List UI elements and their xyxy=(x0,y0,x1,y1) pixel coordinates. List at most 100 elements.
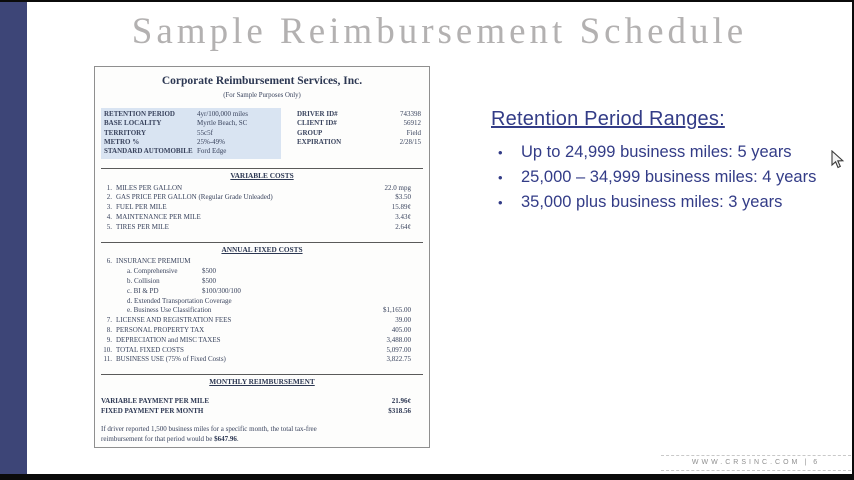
cost-row-number xyxy=(101,287,116,297)
profile-label: EXPIRATION xyxy=(297,137,342,146)
cost-row-value xyxy=(411,257,423,267)
payment-row: VARIABLE PAYMENT PER MILE 21.96¢ xyxy=(101,396,423,406)
doc-company-name: Corporate Reimbursement Services, Inc. xyxy=(161,75,363,87)
cost-row-number: 11. xyxy=(103,355,113,364)
variable-costs-section: VARIABLE COSTS 1. MILES PER GALLON 22.0 … xyxy=(101,167,423,233)
cost-row-number: 4. xyxy=(106,212,112,221)
payment-label: FIXED PAYMENT PER MONTH xyxy=(101,407,204,415)
profile-value: 2/28/15 xyxy=(399,137,421,146)
retention-bullet-list: • Up to 24,999 business miles: 5 years •… xyxy=(491,140,853,215)
cost-row-number xyxy=(101,306,116,316)
cost-row-number: 7. xyxy=(106,316,112,325)
doc-subtitle: (For Sample Purposes Only) xyxy=(223,91,301,99)
cost-row-number: 10. xyxy=(103,345,112,354)
annual-fixed-costs-rows: 6. INSURANCE PREMIUM a. Comprehensive $5… xyxy=(101,257,423,365)
cost-row: 2. GAS PRICE PER GALLON (Regular Grade U… xyxy=(101,193,423,203)
cost-row: 11. BUSINESS USE (75% of Fixed Costs) 3,… xyxy=(101,355,423,365)
footnote-text: If driver reported 1,500 business miles … xyxy=(101,425,317,443)
profile-label: STANDARD AUTOMOBILE xyxy=(104,147,193,156)
cost-row: e. Business Use Classification $1,165.00 xyxy=(101,306,423,316)
cost-row-value: 2.64¢ xyxy=(395,222,411,231)
profile-row: BASE LOCALITY Myrtle Beach, SC xyxy=(104,119,278,128)
cost-row-value: 3.43¢ xyxy=(395,212,411,221)
sample-document: Corporate Reimbursement Services, Inc. (… xyxy=(94,66,430,448)
cost-row-label: MAINTENANCE PER MILE xyxy=(116,212,201,221)
cost-row-label: TIRES PER MILE xyxy=(116,222,169,231)
cost-row: 3. FUEL PER MILE 15.89¢ xyxy=(101,203,423,213)
cost-row: b. Collision $500 xyxy=(101,277,423,287)
footnote-amount: $647.96 xyxy=(214,434,237,443)
profile-row: EXPIRATION 2/28/15 xyxy=(297,138,423,147)
cost-row-label: PERSONAL PROPERTY TAX xyxy=(116,325,205,334)
profile-value: 55c5f xyxy=(197,128,213,137)
cost-row-value: $3.50 xyxy=(395,193,411,202)
retention-panel-heading: Retention Period Ranges: xyxy=(491,108,725,130)
cost-row-number xyxy=(101,267,116,277)
cost-row-number: 2. xyxy=(106,193,112,202)
profile-row: TERRITORY 55c5f xyxy=(104,129,278,138)
cost-row-value: 39.00 xyxy=(395,316,411,325)
payment-value: 21.96¢ xyxy=(391,397,411,405)
cost-row-label: MILES PER GALLON xyxy=(116,183,183,192)
slide-border-bottom xyxy=(0,474,854,480)
bullet-item: • Up to 24,999 business miles: 5 years xyxy=(491,140,853,165)
monthly-reimbursement-section: MONTHLY REIMBURSEMENT VARIABLE PAYMENT P… xyxy=(101,374,423,444)
left-accent-bar xyxy=(0,2,27,474)
cost-row-sub-value xyxy=(184,346,387,356)
profile-label: CLIENT ID# xyxy=(297,119,337,128)
bullet-icon: • xyxy=(498,145,503,160)
footer-separator: | xyxy=(804,459,810,466)
cost-row-value: $1,165.00 xyxy=(383,306,411,315)
cost-row: 9. DEPRECIATION and MISC TAXES 3,488.00 xyxy=(101,336,423,346)
bullet-icon: • xyxy=(498,170,503,185)
cost-row-sub-value xyxy=(169,223,395,233)
cost-row-sub-value: $500 xyxy=(202,276,216,285)
profile-row: CLIENT ID# 56912 xyxy=(297,119,423,128)
cost-row-sub-value xyxy=(231,316,395,326)
cost-row-label: FUEL PER MILE xyxy=(116,203,167,212)
cost-row-label: b. Collision xyxy=(127,276,160,285)
profile-label: BASE LOCALITY xyxy=(104,119,162,128)
bullet-text: Up to 24,999 business miles: 5 years xyxy=(521,143,792,161)
cost-row: c. BI & PD $100/300/100 xyxy=(101,287,423,297)
payment-value: $318.56 xyxy=(388,407,411,415)
cost-row-sub-value xyxy=(226,355,387,365)
bullet-item: • 35,000 plus business miles: 3 years xyxy=(491,190,853,215)
cost-row-label: e. Business Use Classification xyxy=(127,306,212,315)
profile-label: METRO % xyxy=(104,137,140,146)
bullet-icon: • xyxy=(498,195,503,210)
cost-row: 5. TIRES PER MILE 2.64¢ xyxy=(101,223,423,233)
footnote-period: . xyxy=(236,434,239,443)
cost-row-sub-value xyxy=(273,193,396,203)
cost-row-sub-value xyxy=(201,213,395,223)
profile-label: GROUP xyxy=(297,128,323,137)
cost-row-sub-value xyxy=(204,326,392,336)
cost-row-number: 3. xyxy=(106,203,112,212)
cost-row-label: d. Extended Transportation Coverage xyxy=(127,296,232,305)
cost-row-sub-value xyxy=(211,306,383,316)
cost-row-label: GAS PRICE PER GALLON (Regular Grade Unle… xyxy=(116,193,273,202)
profile-value: Ford Edge xyxy=(197,147,227,156)
cost-row: 10. TOTAL FIXED COSTS 5,097.00 xyxy=(101,346,423,356)
profile-label: DRIVER ID# xyxy=(297,109,338,118)
profile-row: RETENTION PERIOD 4yr/100,000 miles xyxy=(104,110,278,119)
bullet-text: 25,000 – 34,999 business miles: 4 years xyxy=(521,168,817,186)
cost-row: 4. MAINTENANCE PER MILE 3.43¢ xyxy=(101,213,423,223)
cost-row-sub-value xyxy=(232,297,411,307)
bullet-item: • 25,000 – 34,999 business miles: 4 year… xyxy=(491,165,853,190)
cost-row-number: 6. xyxy=(106,257,112,266)
cost-row-label: a. Comprehensive xyxy=(127,267,178,276)
cost-row-sub-value xyxy=(221,336,387,346)
doc-profile-right: DRIVER ID# 743398 CLIENT ID# 56912 GROUP… xyxy=(297,108,423,159)
cost-row-value: 3,822.75 xyxy=(386,355,412,364)
cost-row-value: 22.0 mpg xyxy=(384,183,411,192)
variable-costs-rows: 1. MILES PER GALLON 22.0 mpg 2. GAS PRIC… xyxy=(101,184,423,233)
cost-row-label: DEPRECIATION and MISC TAXES xyxy=(116,335,221,344)
footer-page-number: 6 xyxy=(813,459,821,466)
footer-site: WWW.CRSINC.COM xyxy=(691,459,801,466)
profile-value: 743398 xyxy=(400,109,421,118)
cost-row-value xyxy=(411,297,423,307)
cost-row-number: 8. xyxy=(106,325,112,334)
profile-label: TERRITORY xyxy=(104,128,147,137)
monthly-payment-rows: VARIABLE PAYMENT PER MILE 21.96¢ FIXED P… xyxy=(101,396,423,416)
